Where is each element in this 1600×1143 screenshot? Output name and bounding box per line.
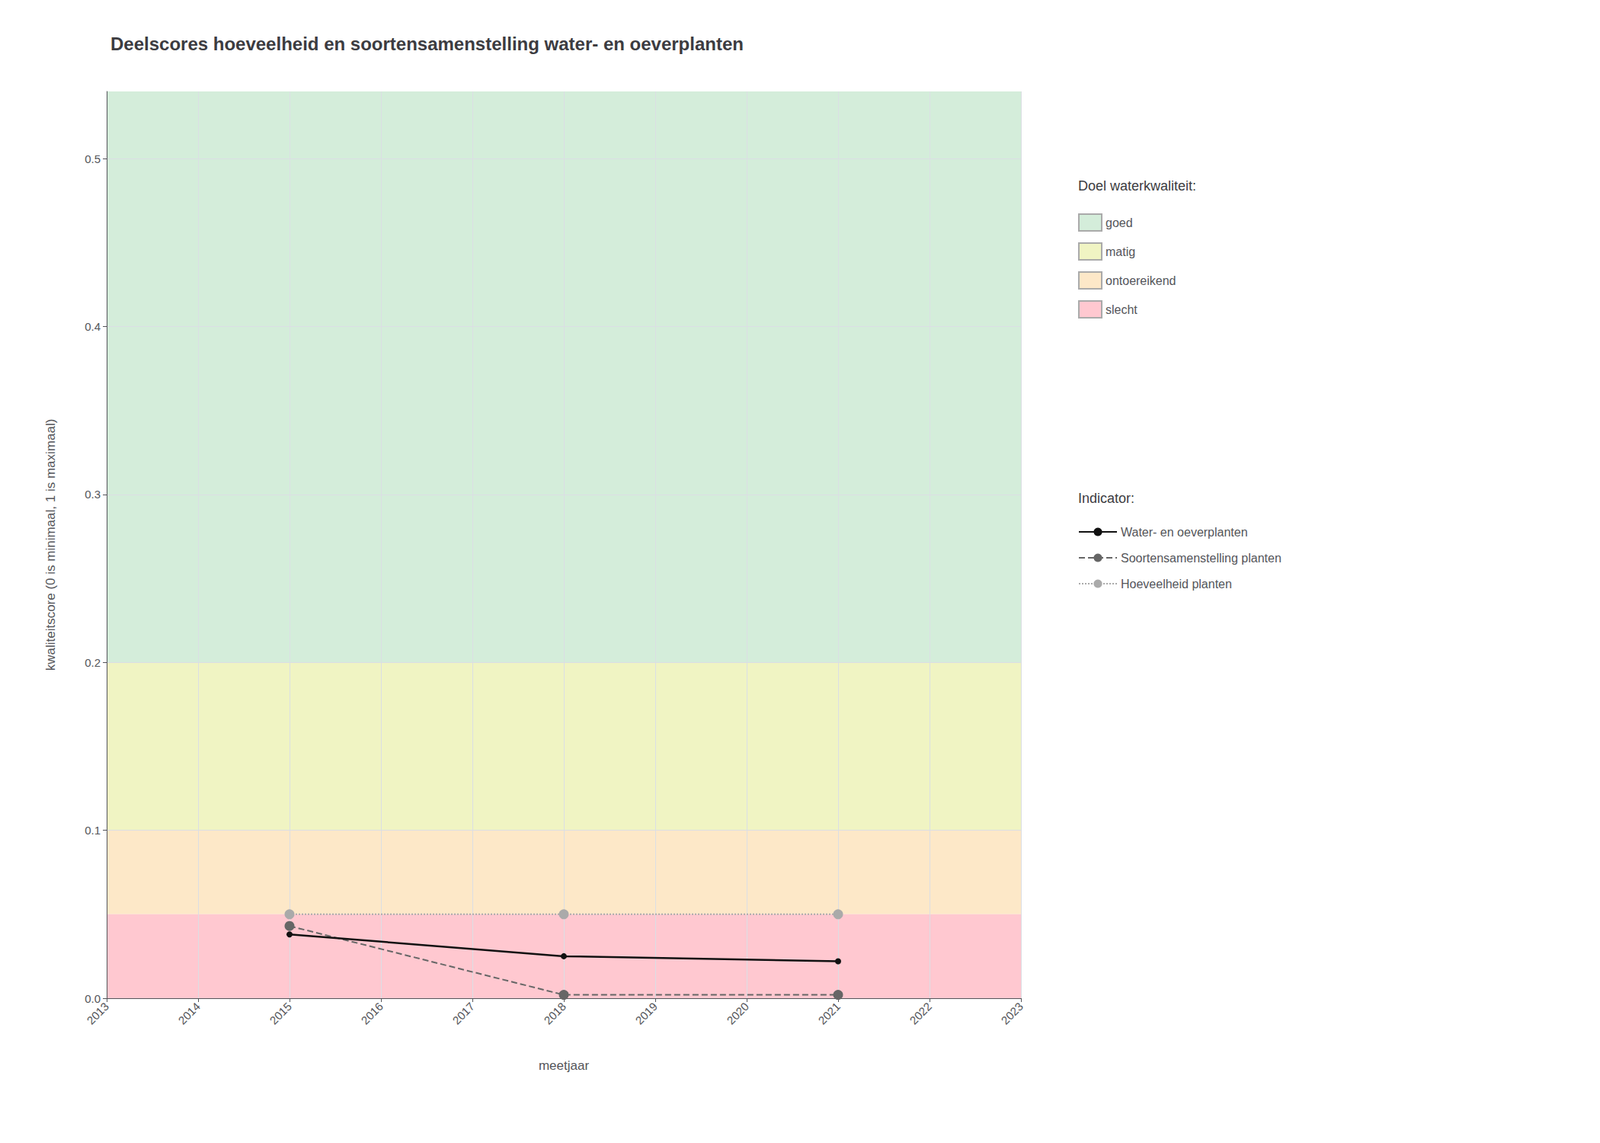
svg-text:Deelscores hoeveelheid en soor: Deelscores hoeveelheid en soortensamenst… — [110, 33, 744, 55]
svg-text:meetjaar: meetjaar — [538, 1058, 589, 1073]
svg-text:2017: 2017 — [449, 999, 477, 1028]
svg-text:Indicator:: Indicator: — [1078, 490, 1135, 506]
svg-text:2016: 2016 — [358, 999, 386, 1028]
svg-text:ontoereikend: ontoereikend — [1105, 274, 1177, 288]
svg-text:Water- en oeverplanten: Water- en oeverplanten — [1120, 525, 1248, 539]
svg-text:Soortensamenstelling planten: Soortensamenstelling planten — [1120, 551, 1282, 565]
svg-text:2013: 2013 — [83, 999, 112, 1028]
svg-text:2014: 2014 — [175, 999, 203, 1028]
svg-text:0.3: 0.3 — [84, 487, 101, 501]
svg-text:matig: matig — [1105, 245, 1136, 259]
svg-text:2019: 2019 — [632, 999, 660, 1028]
svg-text:0.2: 0.2 — [84, 656, 101, 669]
svg-text:Hoeveelheid planten: Hoeveelheid planten — [1120, 577, 1232, 591]
svg-text:0.4: 0.4 — [84, 320, 101, 333]
svg-text:kwaliteitscore (0 is minimaal,: kwaliteitscore (0 is minimaal, 1 is maxi… — [43, 419, 58, 672]
svg-text:2021: 2021 — [815, 999, 843, 1028]
svg-text:0.0: 0.0 — [84, 991, 101, 1005]
svg-text:2020: 2020 — [723, 999, 752, 1028]
svg-text:0.1: 0.1 — [84, 823, 101, 837]
svg-text:2023: 2023 — [998, 999, 1026, 1028]
svg-text:2022: 2022 — [906, 999, 935, 1028]
svg-text:slecht: slecht — [1105, 303, 1138, 317]
svg-text:Doel waterkwaliteit:: Doel waterkwaliteit: — [1078, 178, 1197, 194]
svg-text:0.5: 0.5 — [84, 152, 101, 166]
svg-text:2018: 2018 — [540, 999, 569, 1028]
svg-text:2015: 2015 — [266, 999, 295, 1028]
svg-text:goed: goed — [1105, 216, 1133, 230]
